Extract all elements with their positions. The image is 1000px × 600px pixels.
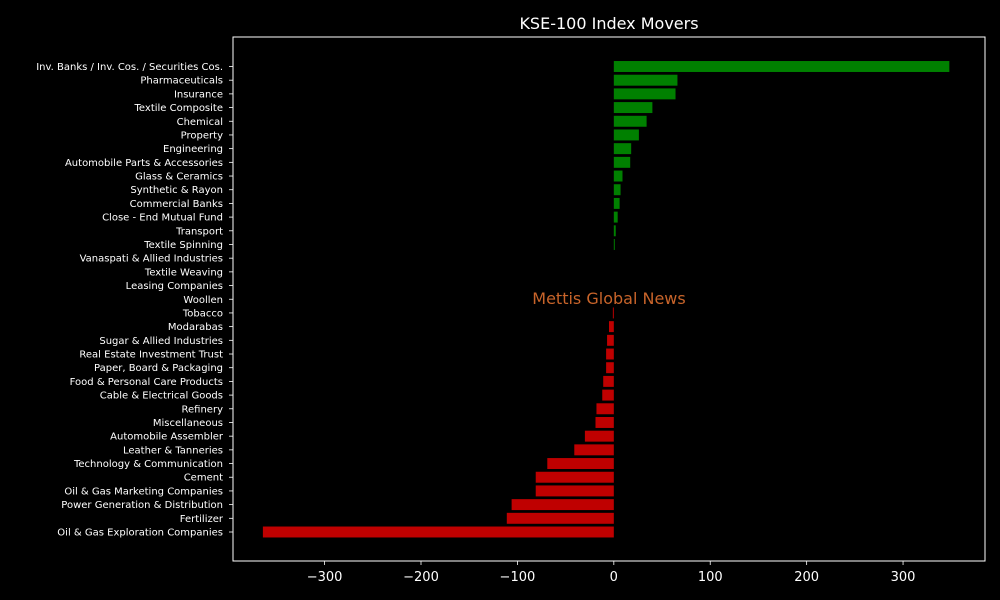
y-tick-label: Real Estate Investment Trust bbox=[79, 350, 223, 361]
bar bbox=[574, 444, 614, 456]
y-tick-label: Woollen bbox=[183, 295, 223, 306]
y-tick-label: Property bbox=[181, 130, 223, 141]
y-tick-label: Synthetic & Rayon bbox=[130, 185, 223, 196]
bar bbox=[607, 334, 614, 346]
bar bbox=[584, 430, 614, 442]
y-tick-label: Food & Personal Care Products bbox=[70, 377, 223, 388]
y-tick-label: Chemical bbox=[177, 117, 223, 128]
y-tick-label: Oil & Gas Marketing Companies bbox=[64, 486, 223, 497]
y-tick-label: Textile Spinning bbox=[143, 240, 223, 251]
y-tick-label: Paper, Board & Packaging bbox=[94, 363, 223, 374]
y-tick-label: Fertilizer bbox=[180, 514, 224, 525]
y-tick-label: Cable & Electrical Goods bbox=[100, 391, 223, 402]
y-tick-label: Refinery bbox=[182, 404, 224, 415]
bar bbox=[603, 375, 614, 387]
bar bbox=[613, 170, 623, 182]
bar bbox=[609, 321, 614, 333]
y-tick-label: Close - End Mutual Fund bbox=[102, 213, 223, 224]
y-tick-label: Glass & Ceramics bbox=[135, 172, 223, 183]
y-tick-label: Miscellaneous bbox=[153, 418, 223, 429]
bar bbox=[262, 526, 614, 538]
y-tick-label: Engineering bbox=[163, 144, 223, 155]
watermark: Mettis Global News bbox=[532, 289, 685, 308]
bar bbox=[506, 512, 614, 524]
bar bbox=[613, 156, 631, 168]
bar bbox=[535, 471, 614, 483]
bar bbox=[511, 499, 614, 511]
bar bbox=[606, 362, 614, 374]
bar bbox=[613, 88, 676, 100]
chart-title: KSE-100 Index Movers bbox=[519, 14, 698, 33]
bar bbox=[606, 348, 614, 360]
bar bbox=[612, 307, 614, 319]
y-tick-labels: Inv. Banks / Inv. Cos. / Securities Cos.… bbox=[36, 62, 233, 539]
bar bbox=[613, 115, 647, 127]
bar bbox=[596, 403, 614, 415]
y-tick-label: Transport bbox=[175, 226, 223, 237]
y-tick-label: Pharmaceuticals bbox=[140, 76, 223, 87]
y-tick-label: Commercial Banks bbox=[130, 199, 223, 210]
y-tick-label: Automobile Assembler bbox=[110, 432, 224, 443]
y-tick-label: Textile Composite bbox=[134, 103, 223, 114]
x-tick-label: −200 bbox=[403, 570, 439, 585]
x-tick-label: −100 bbox=[500, 570, 536, 585]
y-tick-label: Vanaspati & Allied Industries bbox=[80, 254, 223, 265]
y-tick-label: Inv. Banks / Inv. Cos. / Securities Cos. bbox=[36, 62, 223, 73]
bar bbox=[613, 225, 616, 237]
bar bbox=[613, 184, 621, 196]
x-tick-labels: −300 −200 −100 0 100 200 300 bbox=[307, 561, 916, 585]
bars-group bbox=[262, 61, 950, 538]
y-tick-label: Power Generation & Distribution bbox=[61, 500, 223, 511]
x-tick-label: −300 bbox=[307, 570, 343, 585]
y-tick-label: Sugar & Allied Industries bbox=[99, 336, 223, 347]
y-tick-label: Textile Weaving bbox=[144, 267, 223, 278]
bar bbox=[602, 389, 614, 401]
bar bbox=[613, 211, 618, 223]
x-tick-label: 0 bbox=[610, 570, 618, 585]
x-tick-label: 300 bbox=[891, 570, 916, 585]
bar bbox=[613, 61, 950, 72]
y-tick-label: Leasing Companies bbox=[126, 281, 223, 292]
y-tick-label: Insurance bbox=[174, 89, 223, 100]
bar bbox=[535, 485, 614, 497]
bar bbox=[613, 74, 678, 86]
bar bbox=[613, 129, 639, 141]
y-tick-label: Technology & Communication bbox=[73, 459, 223, 470]
x-tick-label: 200 bbox=[794, 570, 819, 585]
bar bbox=[547, 458, 614, 470]
y-tick-label: Oil & Gas Exploration Companies bbox=[57, 528, 223, 539]
y-tick-label: Modarabas bbox=[168, 322, 223, 333]
bar bbox=[613, 197, 620, 209]
y-tick-label: Leather & Tanneries bbox=[123, 445, 223, 456]
plot-frame bbox=[232, 36, 986, 562]
y-tick-label: Cement bbox=[184, 473, 223, 484]
y-tick-label: Tobacco bbox=[182, 308, 223, 319]
bar bbox=[613, 143, 632, 155]
y-tick-label: Automobile Parts & Accessories bbox=[65, 158, 223, 169]
bar bbox=[613, 239, 615, 250]
bar bbox=[613, 102, 653, 114]
x-tick-label: 100 bbox=[698, 570, 723, 585]
bar bbox=[595, 416, 614, 428]
